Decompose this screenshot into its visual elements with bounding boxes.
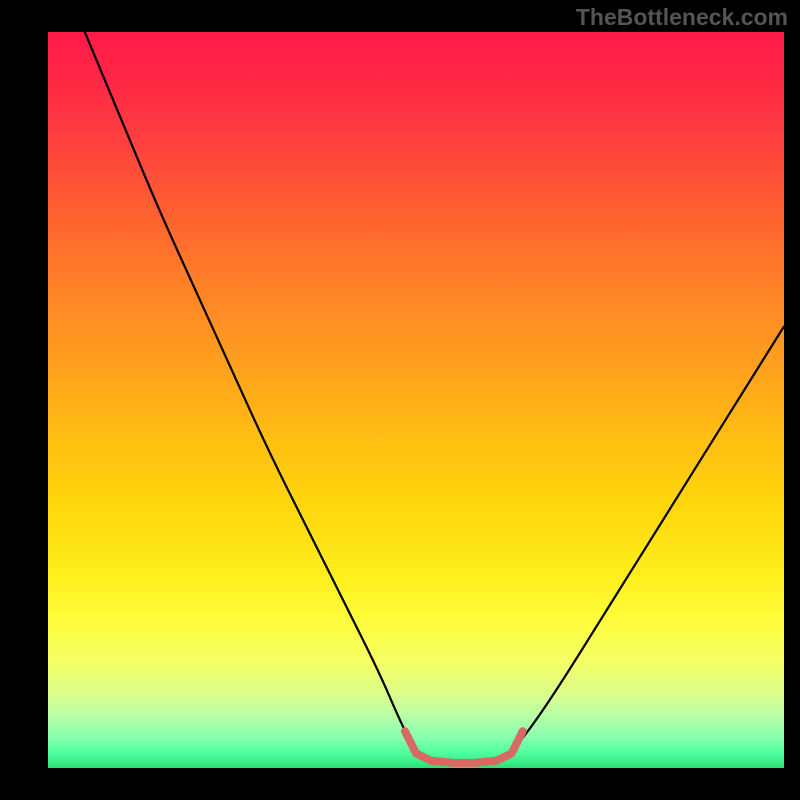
watermark-text: TheBottleneck.com xyxy=(576,4,788,31)
chart-container: TheBottleneck.com xyxy=(0,0,800,800)
plot-background xyxy=(48,32,784,768)
bottleneck-chart xyxy=(0,0,800,800)
